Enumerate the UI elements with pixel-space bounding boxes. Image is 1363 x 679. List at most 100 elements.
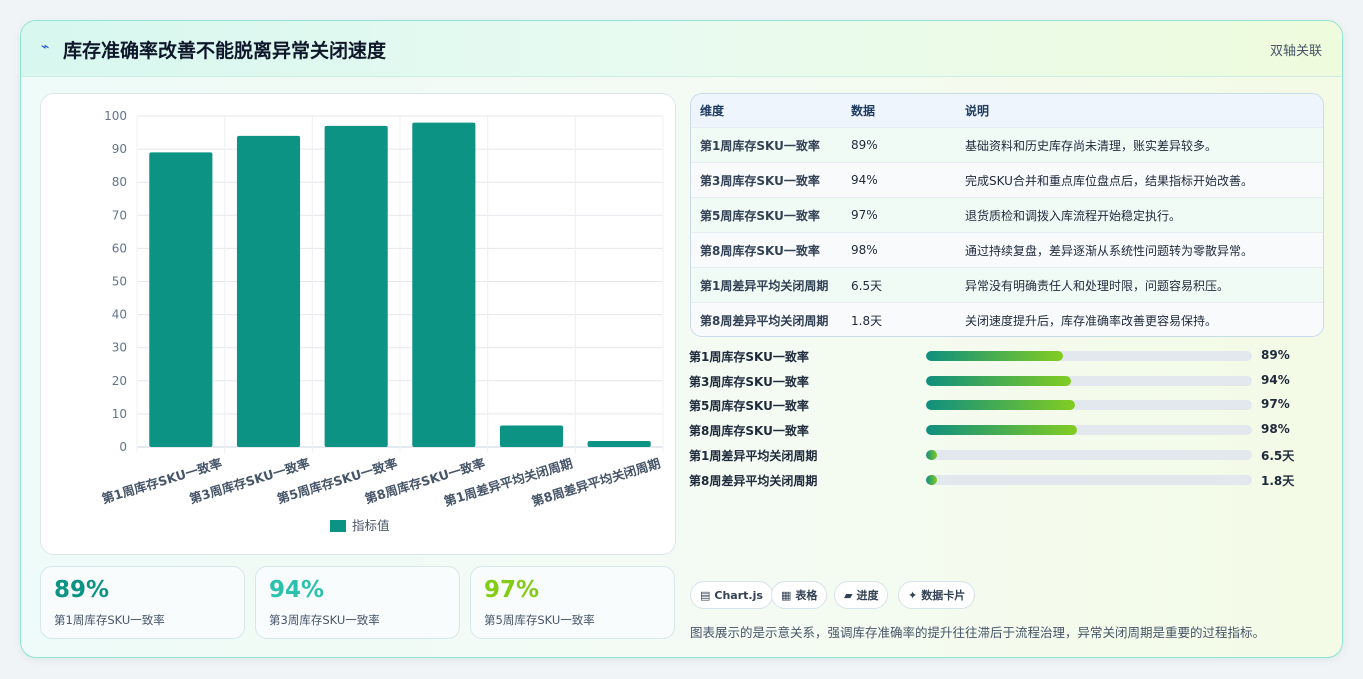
table-cell-dimension: 第1周差异平均关闭周期 [700, 278, 829, 293]
y-tick-label: 10 [112, 407, 127, 421]
bar [587, 441, 651, 447]
table-cell-value: 94% [851, 173, 878, 187]
progress-label: 第3周库存SKU一致率 [689, 375, 809, 389]
table-cell-description: 关闭速度提升后，库存准确率改善更容易保持。 [965, 313, 1218, 328]
table-header-description: 说明 [965, 104, 990, 118]
progress-track [926, 425, 1252, 435]
chart-icon: ▤ [700, 588, 711, 602]
header-badge: 双轴关联 [1269, 44, 1322, 59]
table-cell-value: 6.5天 [851, 278, 883, 293]
pulse-icon: ⌁ [41, 39, 50, 55]
table-header-value: 数据 [851, 104, 876, 118]
progress-icon: ▰ [844, 588, 853, 602]
progress-label: 第1周差异平均关闭周期 [689, 449, 818, 463]
y-tick-label: 0 [119, 440, 127, 454]
bar [236, 135, 301, 448]
progress-value: 94% [1261, 373, 1290, 387]
kpi-card-1: 89% 第1周库存SKU一致率 [40, 566, 245, 639]
y-tick-label: 80 [112, 175, 127, 189]
progress-row: 第1周库存SKU一致率 89% [689, 347, 1329, 365]
y-tick-label: 20 [112, 374, 127, 388]
table-cell-description: 异常没有明确责任人和处理时限，问题容易积压。 [965, 278, 1230, 293]
table-cell-value: 1.8天 [851, 313, 883, 328]
tag-data-card[interactable]: ✦ 数据卡片 [898, 581, 976, 609]
kpi-value: 97% [484, 577, 540, 603]
page-title: 库存准确率改善不能脱离异常关闭速度 [63, 40, 387, 62]
progress-row: 第8周库存SKU一致率 98% [689, 421, 1329, 439]
y-tick-label: 90 [112, 142, 127, 156]
y-tick-label: 100 [104, 109, 127, 123]
bar-chart-panel: 0 10 20 30 40 50 60 70 80 90 100 第1周库存SKU一致率 第3周库存SK… [40, 93, 676, 555]
table-cell-dimension: 第3周库存SKU一致率 [700, 173, 820, 188]
y-tick-label: 70 [112, 208, 127, 222]
data-table: 维度 数据 说明 第1周库存SKU一致率 89% 基础资料和历史库存尚未清理，账… [690, 93, 1324, 337]
progress-label: 第1周库存SKU一致率 [689, 350, 809, 364]
legend-swatch [330, 520, 346, 532]
progress-label: 第8周差异平均关闭周期 [689, 474, 818, 488]
progress-value: 1.8天 [1261, 474, 1295, 488]
kpi-card-3: 97% 第5周库存SKU一致率 [470, 566, 675, 639]
table-header-dimension: 维度 [700, 104, 725, 118]
bar [149, 152, 213, 447]
tag-progress[interactable]: ▰ 进度 [834, 581, 889, 609]
y-tick-label: 50 [112, 275, 127, 289]
progress-row: 第3周库存SKU一致率 94% [689, 372, 1329, 390]
progress-value: 97% [1261, 397, 1290, 411]
legend-label: 指标值 [352, 518, 390, 533]
progress-row: 第1周差异平均关闭周期 6.5天 [689, 446, 1329, 464]
table-cell-value: 98% [851, 243, 878, 257]
table-row: 第1周差异平均关闭周期 6.5天 异常没有明确责任人和处理时限，问题容易积压。 [691, 267, 1323, 302]
progress-track [926, 376, 1252, 386]
table-cell-dimension: 第8周差异平均关闭周期 [700, 313, 829, 328]
table-cell-dimension: 第1周库存SKU一致率 [700, 138, 820, 153]
progress-track [926, 450, 1252, 460]
kpi-card-2: 94% 第3周库存SKU一致率 [255, 566, 460, 639]
table-cell-description: 完成SKU合并和重点库位盘点后，结果指标开始改善。 [965, 173, 1253, 188]
card-icon: ✦ [908, 588, 918, 602]
progress-value: 6.5天 [1261, 449, 1295, 463]
bar [499, 425, 564, 447]
kpi-label: 第5周库存SKU一致率 [484, 613, 595, 627]
progress-track [926, 400, 1252, 410]
y-tick-label: 30 [112, 341, 127, 355]
progress-fill [926, 450, 938, 460]
tag-label: 进度 [856, 589, 879, 602]
progress-fill [926, 376, 1072, 386]
kpi-value: 94% [269, 577, 325, 603]
tag-table[interactable]: ▦ 表格 [771, 581, 828, 609]
dashboard-card: ⌁ 库存准确率改善不能脱离异常关闭速度 双轴关联 0 10 20 30 40 50 60 70… [20, 20, 1343, 658]
tag-label: Chart.js [714, 588, 763, 602]
progress-row: 第8周差异平均关闭周期 1.8天 [689, 471, 1329, 489]
bar-chart: 0102030405060708090100第1周库存SKU一致率第3周库存SK… [100, 109, 664, 533]
table-header-row: 维度 数据 说明 [691, 94, 1323, 127]
table-row: 第5周库存SKU一致率 97% 退货质检和调拨入库流程开始稳定执行。 [691, 197, 1323, 232]
table-cell-value: 97% [851, 208, 878, 222]
y-tick-label: 40 [112, 308, 127, 322]
table-cell-dimension: 第8周库存SKU一致率 [700, 243, 820, 258]
progress-label: 第8周库存SKU一致率 [689, 424, 809, 438]
table-cell-description: 通过持续复盘，差异逐渐从系统性问题转为零散异常。 [965, 243, 1254, 258]
chart-note: 图表展示的是示意关系，强调库存准确率的提升往往滞后于流程治理，异常关闭周期是重要… [690, 625, 1266, 640]
progress-row: 第5周库存SKU一致率 97% [689, 396, 1329, 414]
progress-fill [926, 425, 1077, 435]
kpi-label: 第1周库存SKU一致率 [54, 613, 165, 627]
progress-label: 第5周库存SKU一致率 [689, 399, 809, 413]
bar [412, 122, 476, 448]
tag-label: 数据卡片 [921, 589, 966, 602]
card-header: ⌁ 库存准确率改善不能脱离异常关闭速度 双轴关联 [21, 21, 1342, 77]
y-tick-label: 60 [112, 241, 127, 255]
kpi-value: 89% [54, 577, 110, 603]
table-row: 第1周库存SKU一致率 89% 基础资料和历史库存尚未清理，账实差异较多。 [691, 127, 1323, 162]
kpi-label: 第3周库存SKU一致率 [269, 613, 380, 627]
progress-track [926, 351, 1252, 361]
bar [324, 125, 388, 448]
table-cell-description: 退货质检和调拨入库流程开始稳定执行。 [965, 208, 1182, 223]
progress-fill [926, 400, 1075, 410]
progress-value: 89% [1261, 348, 1290, 362]
table-row: 第3周库存SKU一致率 94% 完成SKU合并和重点库位盘点后，结果指标开始改善… [691, 162, 1323, 197]
table-cell-description: 基础资料和历史库存尚未清理，账实差异较多。 [965, 138, 1218, 153]
progress-fill [926, 351, 1063, 361]
tag-label: 表格 [795, 589, 818, 602]
table-icon: ▦ [781, 588, 792, 602]
tag-chartjs[interactable]: ▤ Chart.js [690, 581, 773, 609]
